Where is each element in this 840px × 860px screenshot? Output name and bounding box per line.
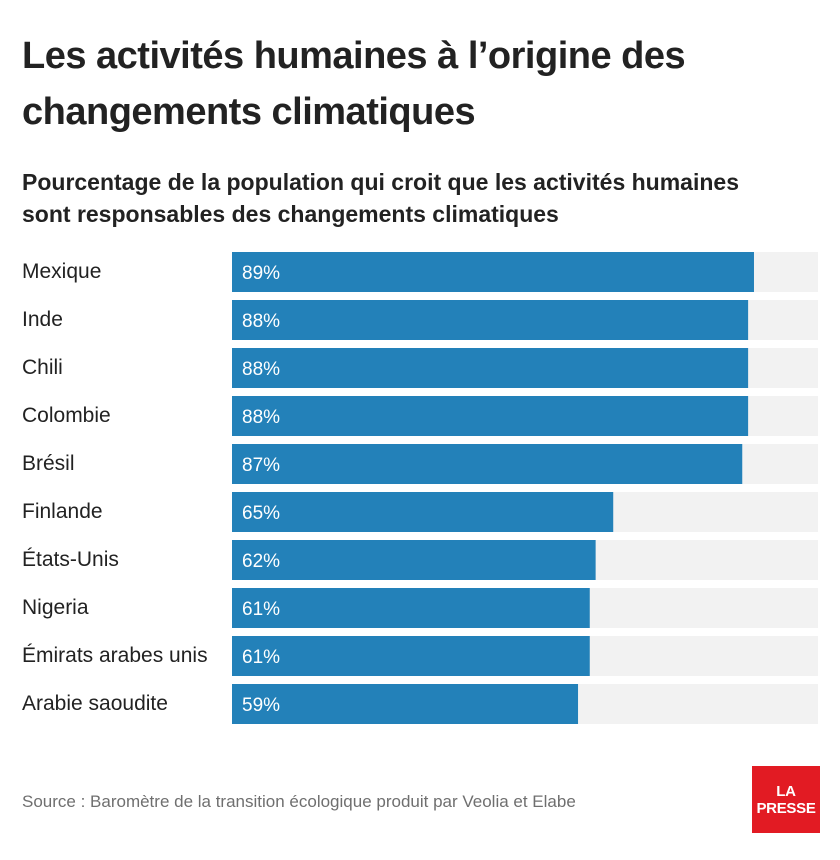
bar [232, 252, 754, 292]
chart-title: Les activités humaines à l’origine des c… [22, 28, 822, 140]
value-label: 88% [242, 359, 280, 380]
bar [232, 300, 749, 340]
value-label: 65% [242, 503, 280, 524]
category-label: Colombie [22, 404, 111, 427]
value-label: 87% [242, 455, 280, 476]
chart-title-line-1: Les activités humaines à l’origine des [22, 35, 686, 77]
value-label: 61% [242, 599, 280, 620]
bar [232, 492, 614, 532]
category-label: Arabie saoudite [22, 692, 168, 715]
value-label: 88% [242, 311, 280, 332]
category-label: Brésil [22, 452, 75, 475]
bar [232, 684, 579, 724]
value-label: 59% [242, 695, 280, 716]
value-label: 62% [242, 551, 280, 572]
category-label: Inde [22, 308, 63, 331]
bar [232, 588, 590, 628]
bar [232, 540, 596, 580]
category-label: Mexique [22, 260, 101, 283]
value-label: 89% [242, 263, 280, 284]
chart-subtitle-line-1: Pourcentage de la population qui croit q… [22, 169, 739, 195]
category-label: États-Unis [22, 548, 119, 571]
bar [232, 396, 749, 436]
la-presse-logo: LA PRESSE [752, 766, 820, 833]
logo-line-2: PRESSE [756, 799, 816, 817]
category-label: Chili [22, 356, 63, 379]
category-label: Nigeria [22, 596, 89, 619]
value-label: 61% [242, 647, 280, 668]
logo-line-1: LA [776, 782, 796, 800]
bar [232, 444, 743, 484]
value-label: 88% [242, 407, 280, 428]
category-label: Finlande [22, 500, 103, 523]
bar-chart: Mexique 89% Inde 88% Chili 88% Colombie 88% Brés… [22, 252, 818, 724]
chart-title-line-2: changements climatiques [22, 91, 476, 133]
bar [232, 348, 749, 388]
chart-subtitle-line-2: sont responsables des changements climat… [22, 201, 559, 227]
bar [232, 636, 590, 676]
category-label: Émirats arabes unis [22, 644, 208, 667]
source-note: Source : Baromètre de la transition écol… [22, 792, 576, 811]
chart-subtitle: Pourcentage de la population qui croit q… [22, 166, 822, 230]
